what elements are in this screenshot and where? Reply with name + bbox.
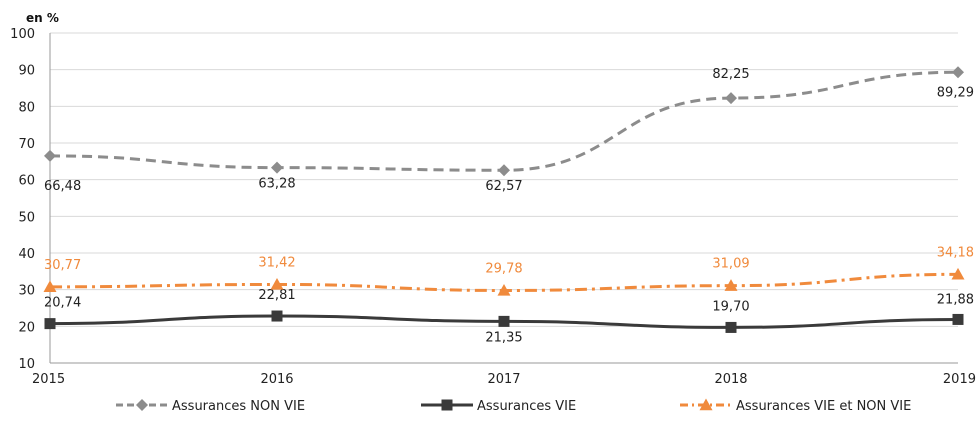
series-1-point-2017 <box>498 164 510 177</box>
legend-label-1: Assurances NON VIE <box>172 399 305 414</box>
series-1-label-2016: 63,28 <box>258 177 295 192</box>
y-tick-label-80: 80 <box>18 100 35 115</box>
legend-label-3: Assurances VIE et NON VIE <box>736 399 911 414</box>
series-2-point-2016 <box>271 310 283 322</box>
y-tick-label-20: 20 <box>18 320 35 335</box>
y-tick-label-60: 60 <box>18 174 35 189</box>
series-2-point-2015 <box>44 318 56 330</box>
series-3-point-2018 <box>724 279 738 291</box>
series-1-point-2018 <box>725 92 737 105</box>
series-1-label-2019: 89,29 <box>937 85 974 100</box>
legend-marker-3 <box>699 398 713 411</box>
unit-label: en % <box>26 11 59 25</box>
x-tick-label-2019: 2019 <box>943 372 976 387</box>
series-2-label-2017: 21,35 <box>485 330 522 345</box>
series-1-point-2016 <box>271 161 283 174</box>
legend-marker-1 <box>136 399 148 411</box>
series-2-label-2016: 22,81 <box>258 288 295 303</box>
x-tick-label-2017: 2017 <box>487 372 520 387</box>
series-2-point-2017 <box>498 315 510 327</box>
series-1-point-2019 <box>952 66 964 79</box>
series-1-label-2015: 66,48 <box>44 179 81 194</box>
series-3-label-2015: 30,77 <box>44 258 81 273</box>
y-tick-label-10: 10 <box>18 357 35 372</box>
series-3-point-2019 <box>951 267 965 280</box>
y-tick-label-50: 50 <box>18 210 35 225</box>
y-tick-label-70: 70 <box>18 137 35 152</box>
y-tick-label-100: 100 <box>10 27 35 42</box>
series-3-point-2015 <box>43 280 57 293</box>
series-3-label-2016: 31,42 <box>258 255 295 270</box>
series-3-point-2017 <box>497 283 511 296</box>
series-3-point-2016 <box>270 277 284 290</box>
series-1-point-2015 <box>44 149 56 162</box>
x-tick-label-2018: 2018 <box>714 372 747 387</box>
series-2-label-2018: 19,70 <box>712 299 749 314</box>
series-2-label-2015: 20,74 <box>44 296 81 311</box>
series-1-label-2017: 62,57 <box>485 179 522 194</box>
series-3-label-2017: 29,78 <box>485 261 522 276</box>
y-tick-label-90: 90 <box>18 64 35 79</box>
y-tick-label-30: 30 <box>18 284 35 299</box>
legend-label-2: Assurances VIE <box>477 399 576 414</box>
series-line-1 <box>49 70 959 172</box>
series-2-point-2019 <box>952 313 964 325</box>
series-3-label-2018: 31,09 <box>712 257 749 272</box>
legend-marker-2 <box>441 399 453 411</box>
series-1-label-2018: 82,25 <box>712 67 749 82</box>
series-2-label-2019: 21,88 <box>937 292 974 307</box>
x-tick-label-2015: 2015 <box>32 372 65 387</box>
x-tick-label-2016: 2016 <box>260 372 293 387</box>
series-2-point-2018 <box>725 321 737 333</box>
y-tick-label-40: 40 <box>18 247 35 262</box>
series-3-label-2019: 34,18 <box>937 245 974 260</box>
